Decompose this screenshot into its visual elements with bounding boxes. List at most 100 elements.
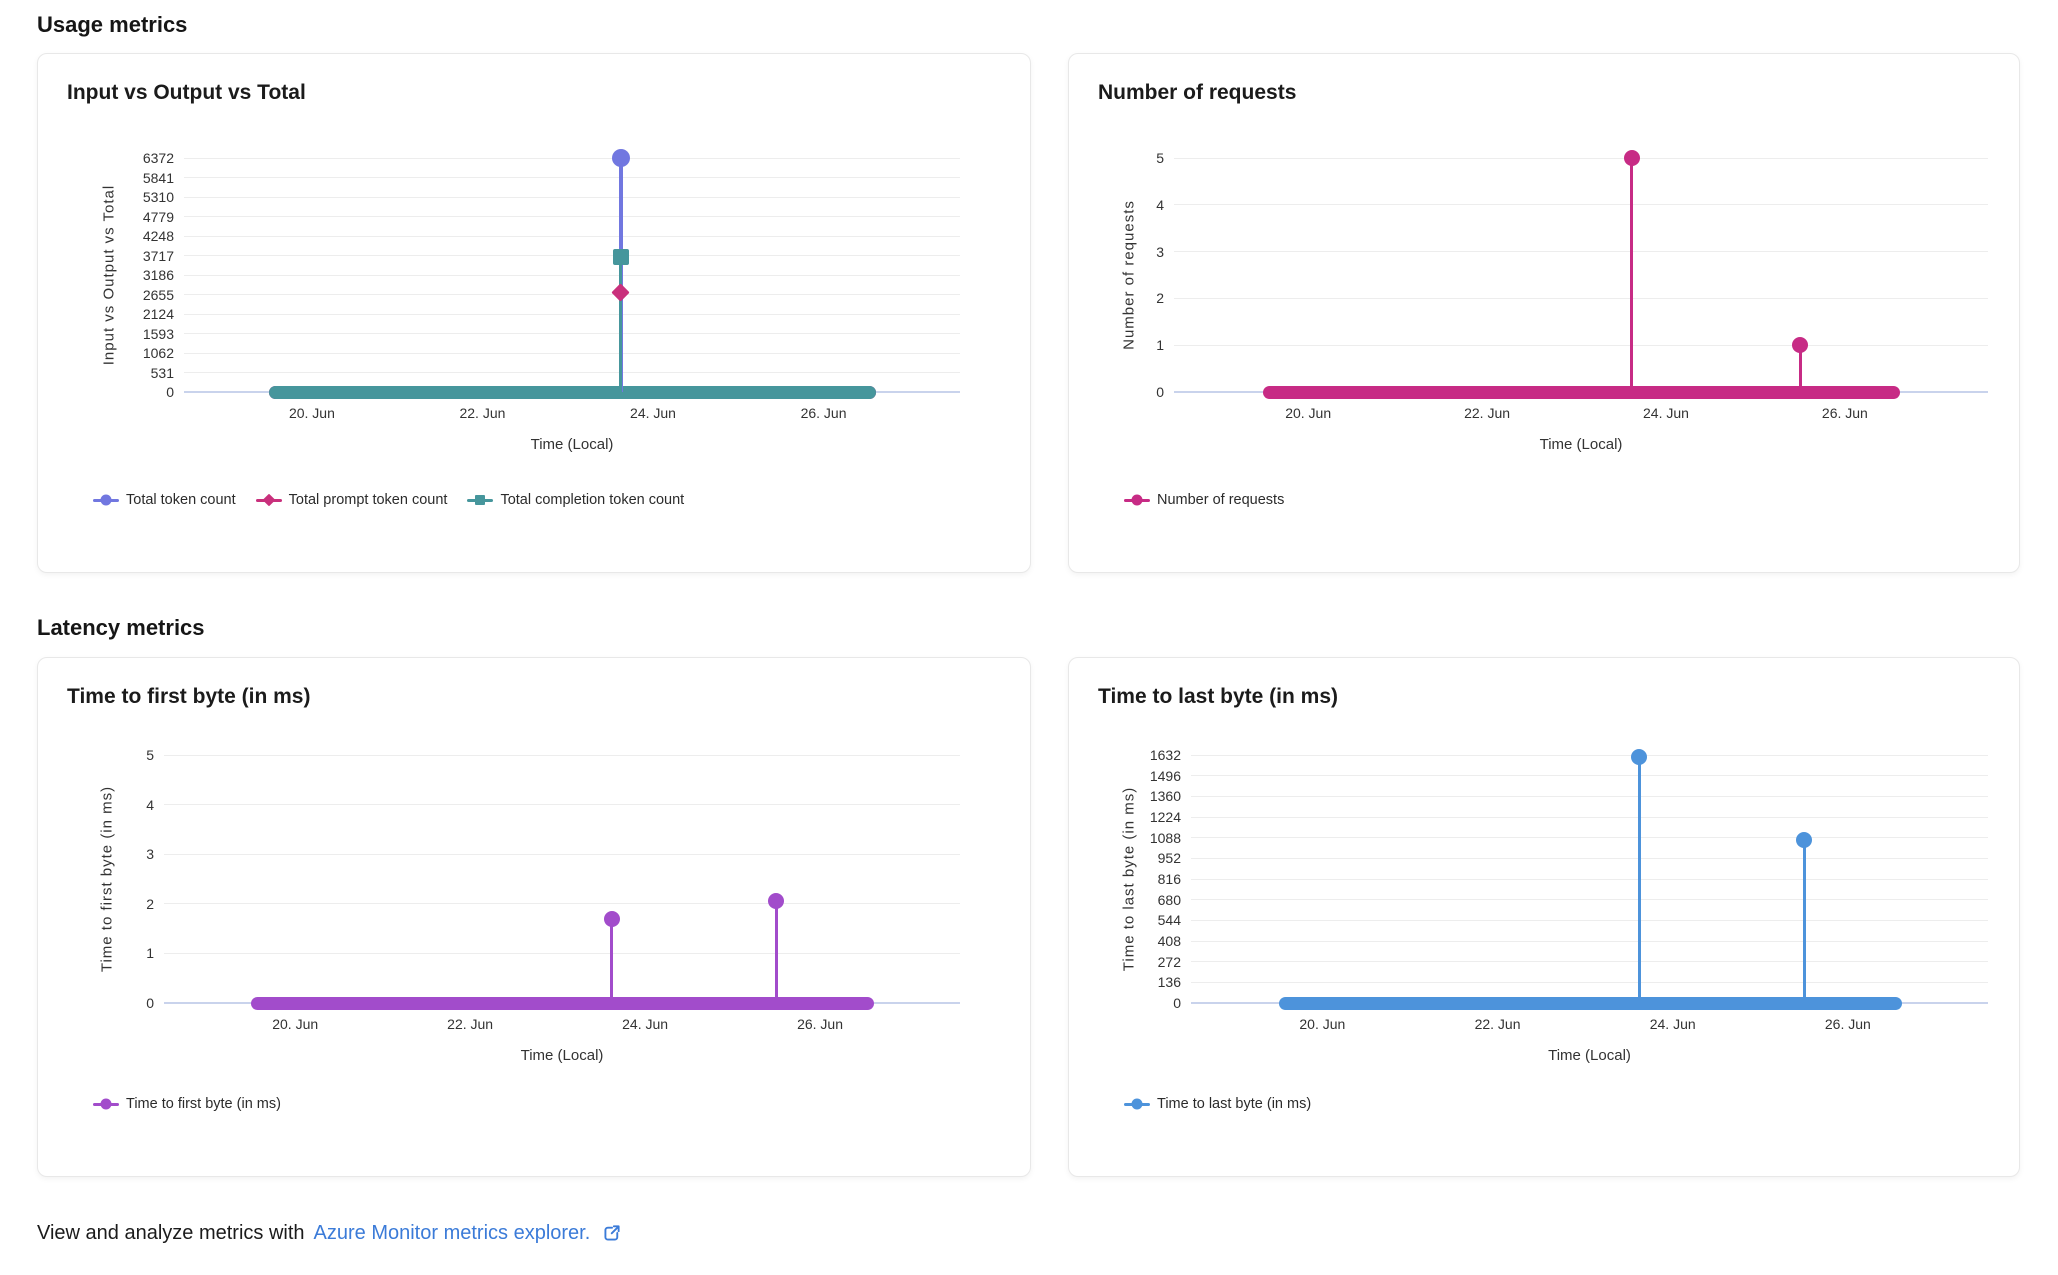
chart-plot-area[interactable]: Input vs Output vs Total Time (Local) 0 5… (101, 149, 960, 453)
legend-label: Number of requests (1157, 492, 1285, 508)
x-tick-label: 26. Jun (1821, 405, 1868, 421)
data-point-marker[interactable] (612, 249, 629, 266)
y-gridline (184, 294, 960, 295)
external-link-icon[interactable] (601, 1223, 622, 1244)
y-tick-label: 0 (1156, 384, 1164, 400)
y-gridline (184, 235, 960, 237)
y-tick-label: 1496 (1149, 767, 1181, 784)
y-gridline (1191, 878, 1988, 880)
y-gridline (1191, 961, 1988, 963)
y-gridline (1191, 795, 1988, 797)
chart-plot-area[interactable]: Number of requests Time (Local) 0 1 2 3 4 5 20… (1121, 150, 1988, 453)
x-axis-title: Time (Local) (530, 436, 614, 453)
legend-item[interactable]: Total prompt token count (255, 492, 447, 508)
zero-baseline-bar (1263, 385, 1901, 399)
y-tick-label: 0 (1173, 995, 1181, 1011)
y-gridline (164, 853, 960, 855)
y-gridline (184, 255, 960, 256)
spike-line (1798, 345, 1802, 392)
y-tick-label: 3717 (142, 247, 174, 264)
data-point-marker[interactable] (1792, 337, 1809, 354)
card-input-vs-output-vs-total: Input vs Output vs Total Input vs Output… (37, 53, 1031, 573)
x-tick-label: 24. Jun (622, 1016, 669, 1032)
y-tick-label: 1088 (1149, 829, 1181, 846)
y-gridline (1191, 899, 1988, 901)
usage-cards-row: Input vs Output vs Total Input vs Output… (37, 53, 2021, 573)
y-tick-label: 0 (146, 995, 154, 1011)
zero-baseline-bar (251, 996, 875, 1010)
x-tick-label: 22. Jun (1464, 405, 1511, 421)
circle-legend-marker-icon (1124, 493, 1150, 507)
y-gridline (1174, 297, 1988, 299)
y-gridline (1191, 919, 1988, 921)
y-gridline (164, 754, 960, 756)
y-gridline (1191, 857, 1988, 859)
y-tick-label: 1593 (142, 325, 174, 342)
zero-baseline-bar (1278, 996, 1903, 1010)
data-point-marker[interactable] (1631, 748, 1648, 765)
latency-cards-row: Time to first byte (in ms) Time to first… (37, 657, 2021, 1177)
chart-plot-area[interactable]: Time to last byte (in ms) Time (Local) 0… (1121, 747, 1988, 1064)
data-point-marker[interactable] (603, 910, 620, 927)
y-gridline (1191, 816, 1988, 818)
x-tick-label: 20. Jun (1285, 405, 1332, 421)
square-legend-marker-icon (467, 493, 494, 507)
y-tick-label: 2 (146, 895, 154, 912)
azure-monitor-metrics-explorer-link[interactable]: Azure Monitor metrics explorer. (313, 1222, 591, 1244)
x-axis-title: Time (Local) (520, 1047, 604, 1064)
y-tick-label: 5310 (142, 189, 174, 205)
spike-line (1630, 158, 1634, 392)
y-tick-label: 2 (1156, 290, 1164, 307)
chart-title: Number of requests (1098, 81, 1297, 104)
card-number-of-requests: Number of requests Number of requests Ti… (1068, 53, 2020, 573)
x-tick-label: 24. Jun (1643, 405, 1689, 421)
y-axis-title: Number of requests (1120, 200, 1138, 350)
diamond-legend-marker-icon (255, 493, 282, 507)
y-tick-label: 3186 (142, 267, 174, 283)
x-axis-title: Time (Local) (1539, 436, 1623, 453)
y-gridline (1174, 344, 1988, 346)
spike-line (1637, 756, 1641, 1003)
y-tick-label: 5 (1156, 150, 1164, 166)
y-tick-label: 5841 (142, 169, 174, 186)
y-gridline (1191, 981, 1988, 983)
y-gridline (1174, 157, 1988, 159)
x-tick-label: 26. Jun (800, 405, 847, 421)
section-title-usage-metrics: Usage metrics (37, 12, 188, 37)
y-tick-label: 531 (150, 364, 174, 381)
y-tick-label: 680 (1157, 891, 1181, 908)
data-point-marker[interactable] (1623, 150, 1640, 166)
zero-baseline-bar (269, 385, 877, 399)
legend-item[interactable]: Time to last byte (in ms) (1124, 1096, 1311, 1112)
y-tick-label: 0 (166, 384, 174, 400)
y-tick-label: 3 (1156, 243, 1164, 260)
y-tick-label: 3 (146, 846, 154, 863)
y-tick-label: 4 (1156, 196, 1164, 213)
y-tick-label: 1224 (1149, 809, 1181, 825)
legend-item[interactable]: Total token count (93, 492, 236, 508)
y-gridline (184, 196, 960, 198)
legend-item[interactable]: Total completion token count (467, 492, 684, 508)
legend-item[interactable]: Time to first byte (in ms) (93, 1096, 281, 1112)
data-point-marker[interactable] (768, 893, 785, 910)
x-tick-label: 26. Jun (1824, 1016, 1871, 1032)
legend-label: Time to last byte (in ms) (1157, 1096, 1312, 1112)
y-tick-label: 272 (1157, 953, 1181, 970)
x-tick-label: 22. Jun (447, 1016, 494, 1032)
chart-plot-area[interactable]: Time to first byte (in ms) Time (Local) … (99, 747, 960, 1064)
data-point-marker[interactable] (611, 283, 630, 303)
data-point-marker[interactable] (1796, 832, 1813, 849)
y-gridline (184, 274, 960, 276)
y-tick-label: 4248 (142, 228, 174, 244)
y-tick-label: 1632 (1149, 747, 1181, 763)
y-gridline (184, 352, 960, 354)
legend-label: Total completion token count (500, 492, 685, 508)
y-tick-label: 5 (146, 747, 154, 763)
spike-line (1802, 840, 1806, 1003)
legend-item[interactable]: Number of requests (1124, 492, 1284, 508)
data-point-marker[interactable] (611, 149, 630, 167)
spike-line (774, 901, 778, 1003)
legend-label: Total token count (126, 492, 236, 508)
legend-label: Time to first byte (in ms) (126, 1096, 281, 1112)
